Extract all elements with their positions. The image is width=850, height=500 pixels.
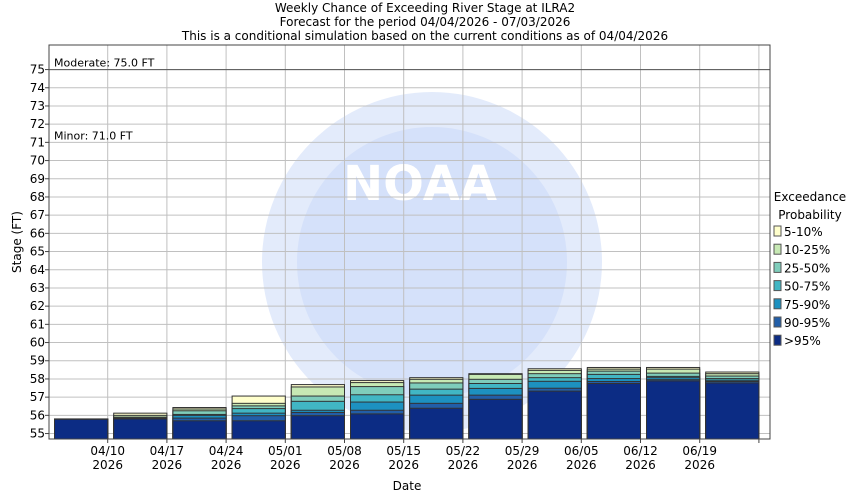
x-tick-year: 2026	[211, 458, 242, 472]
bar-segment	[409, 407, 464, 440]
y-tick-label: 61	[30, 317, 45, 331]
legend-label: >95%	[784, 334, 821, 348]
title-line-3: This is a conditional simulation based o…	[181, 29, 668, 43]
x-tick-label: 05/22	[446, 444, 481, 458]
legend-label: 75-90%	[784, 298, 830, 312]
y-tick-label: 73	[30, 99, 45, 113]
grid	[49, 45, 770, 439]
x-tick-year: 2026	[507, 458, 538, 472]
y-tick-label: 57	[30, 390, 45, 404]
threshold-label: Minor: 71.0 FT	[54, 129, 133, 142]
y-tick-label: 68	[30, 190, 45, 204]
threshold-label: Moderate: 75.0 FT	[54, 57, 155, 70]
x-tick-year: 2026	[270, 458, 301, 472]
legend-label: 90-95%	[784, 316, 830, 330]
bar-segment	[527, 390, 582, 440]
legend-swatch	[773, 261, 782, 273]
y-tick-label: 71	[30, 135, 45, 149]
y-tick-label: 74	[30, 81, 45, 95]
x-tick-label: 06/05	[564, 444, 599, 458]
bar-segment	[290, 415, 345, 440]
legend-title-2: Probability	[778, 208, 841, 222]
x-tick-year: 2026	[684, 458, 715, 472]
bar-segment	[705, 382, 760, 440]
plot-frame	[48, 44, 771, 440]
x-tick-year: 2026	[92, 458, 123, 472]
x-tick-label: 05/15	[386, 444, 421, 458]
y-tick-label: 67	[30, 208, 45, 222]
x-tick-year: 2026	[152, 458, 183, 472]
y-tick-label: 72	[30, 117, 45, 131]
x-ticks: 04/10202604/17202604/24202605/01202605/0…	[90, 439, 760, 472]
x-tick-year: 2026	[566, 458, 597, 472]
legend-title-1: Exceedance	[774, 190, 846, 204]
y-tick-label: 75	[30, 63, 45, 77]
legend-swatch	[773, 316, 782, 328]
bar-segment	[350, 413, 405, 440]
legend-swatch	[773, 298, 782, 310]
x-tick-year: 2026	[448, 458, 479, 472]
legend-label: 50-75%	[784, 280, 830, 294]
x-tick-year: 2026	[329, 458, 360, 472]
threshold-lines: Moderate: 75.0 FT Minor: 71.0 FT	[49, 57, 770, 142]
title-line-1: Weekly Chance of Exceeding River Stage a…	[275, 1, 575, 15]
legend-label: 5-10%	[784, 225, 823, 239]
y-tick-label: 62	[30, 299, 45, 313]
y-tick-label: 59	[30, 354, 45, 368]
legend-swatch	[773, 243, 782, 255]
x-tick-year: 2026	[388, 458, 419, 472]
x-tick-year: 2026	[625, 458, 656, 472]
x-tick-label: 04/17	[150, 444, 185, 458]
legend-label: 10-25%	[784, 243, 830, 257]
bar-segment	[468, 398, 523, 440]
bar-segment	[646, 380, 701, 440]
legend-swatch	[773, 334, 782, 346]
bar-segment	[586, 382, 641, 440]
x-tick-label: 04/10	[90, 444, 125, 458]
y-tick-label: 65	[30, 245, 45, 259]
y-tick-label: 56	[30, 408, 45, 422]
x-tick-label: 05/29	[505, 444, 540, 458]
legend-label: 25-50%	[784, 261, 830, 275]
bar-segment	[172, 420, 227, 440]
y-tick-label: 58	[30, 372, 45, 386]
bar-segment	[54, 418, 109, 440]
y-tick-label: 69	[30, 172, 45, 186]
x-tick-label: 06/19	[682, 444, 717, 458]
y-ticks: 55 56 57 58 59 60 61 62 63 64 65 66 67 68 69 70 71 72 73 74…	[30, 63, 49, 441]
x-tick-label: 05/08	[327, 444, 362, 458]
title-line-2: Forecast for the period 04/04/2026 - 07/…	[280, 15, 571, 29]
noaa-watermark: NOAA	[262, 92, 602, 432]
x-tick-label: 06/12	[623, 444, 658, 458]
y-tick-label: 55	[30, 427, 45, 441]
legend: Exceedance Probability 5-10% 10-25% 25-50%…	[773, 190, 846, 348]
y-tick-label: 64	[30, 263, 45, 277]
y-tick-label: 63	[30, 281, 45, 295]
y-tick-label: 60	[30, 336, 45, 350]
bar-segment	[113, 418, 168, 440]
watermark-logo: NOAA	[343, 156, 497, 212]
x-tick-label: 05/01	[268, 444, 303, 458]
y-tick-label: 66	[30, 226, 45, 240]
chart-title: Weekly Chance of Exceeding River Stage a…	[181, 1, 668, 43]
x-tick-label: 04/24	[209, 444, 244, 458]
legend-swatch	[773, 225, 782, 237]
y-tick-label: 70	[30, 154, 45, 168]
bar-segment	[231, 420, 286, 440]
legend-swatch	[773, 280, 782, 292]
x-axis-label: Date	[393, 479, 422, 493]
y-axis-label: Stage (FT)	[10, 211, 24, 273]
